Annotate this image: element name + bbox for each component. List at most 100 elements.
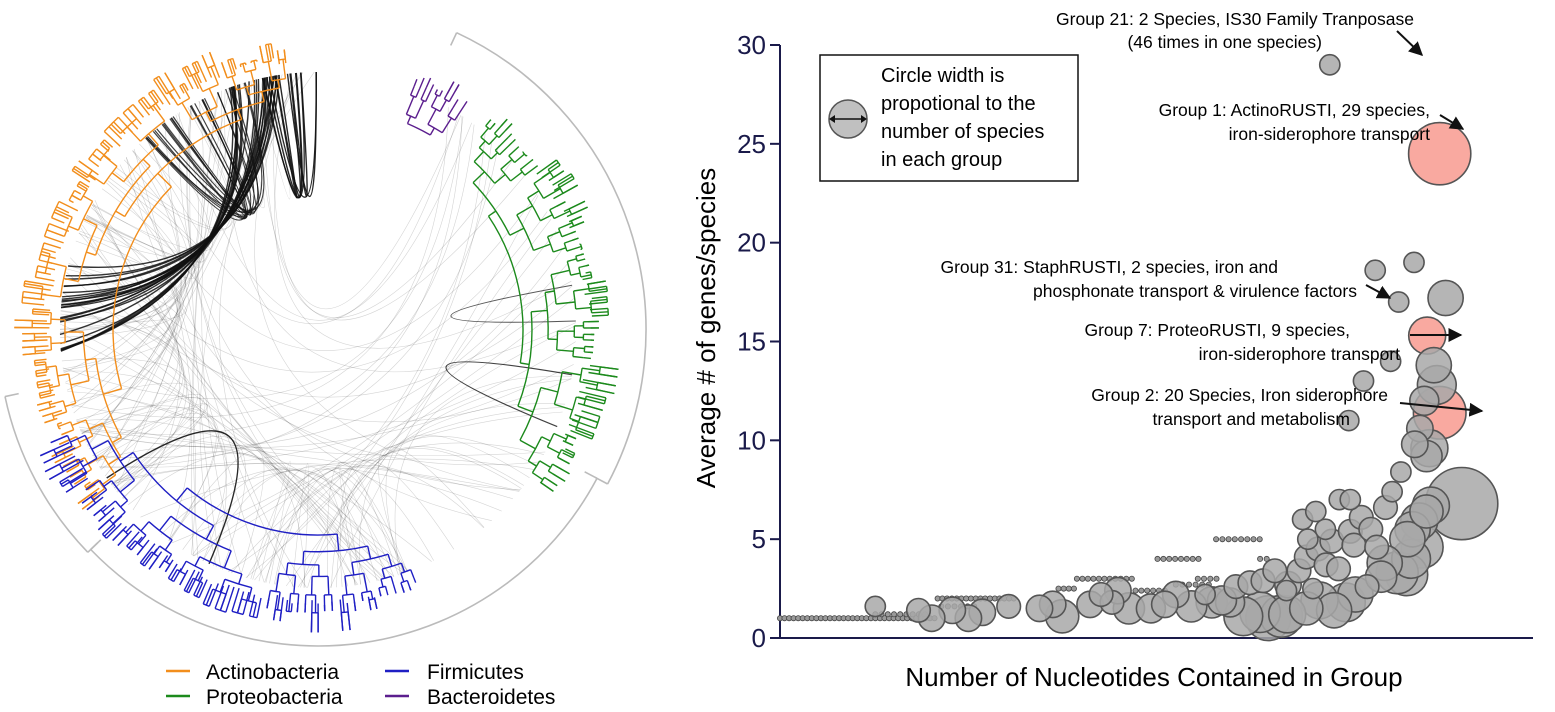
tree-leaf bbox=[68, 199, 74, 204]
tree-branch bbox=[35, 370, 38, 377]
tree-connection-arc bbox=[61, 303, 182, 459]
tree-branch bbox=[101, 141, 111, 149]
tree-branch bbox=[32, 310, 52, 314]
tree-leaf bbox=[57, 421, 63, 425]
tree-leaf bbox=[53, 211, 69, 220]
tree-leaf bbox=[81, 491, 98, 504]
tree-branch bbox=[63, 277, 79, 283]
tree-branch bbox=[363, 573, 368, 593]
data-point bbox=[1095, 575, 1102, 582]
tree-leaf bbox=[40, 253, 56, 260]
tree-branch bbox=[59, 481, 64, 487]
tree-leaf bbox=[188, 571, 200, 594]
tree-leaf bbox=[555, 465, 570, 475]
tree-branch bbox=[531, 309, 548, 313]
tree-leaf bbox=[51, 217, 65, 224]
tree-branch bbox=[485, 119, 492, 127]
tree-leaf bbox=[419, 77, 425, 89]
tree-branch bbox=[527, 197, 542, 222]
tree-branch bbox=[219, 579, 226, 593]
tree-connection-arc bbox=[329, 219, 552, 588]
tree-connection-arc bbox=[186, 105, 405, 574]
bubble-legend-arrowhead-right bbox=[861, 115, 867, 123]
tree-connection-arc bbox=[300, 378, 572, 588]
tree-leaf bbox=[556, 201, 566, 207]
tree-branch bbox=[569, 417, 579, 423]
tree-leaf bbox=[137, 100, 151, 116]
tree-branch bbox=[575, 429, 594, 438]
tree-connection-arc bbox=[378, 446, 485, 574]
tree-branch bbox=[82, 457, 98, 468]
tree-leaf bbox=[242, 591, 250, 615]
tree-branch bbox=[194, 556, 201, 567]
tree-leaf bbox=[581, 410, 601, 418]
tree-leaf bbox=[58, 200, 79, 212]
legend-item-firmicutes: Firmicutes bbox=[385, 661, 524, 684]
tree-leaf bbox=[214, 585, 225, 609]
tree-branch bbox=[120, 500, 129, 508]
tree-branch bbox=[23, 280, 26, 287]
tree-leaf bbox=[21, 302, 45, 306]
tree-leaf bbox=[65, 477, 89, 493]
tree-leaf bbox=[35, 363, 46, 367]
tree-branch bbox=[112, 186, 172, 389]
tree-connection-arc bbox=[178, 112, 492, 521]
tree-branch bbox=[185, 560, 204, 571]
tree-branch bbox=[293, 575, 297, 594]
tree-leaf bbox=[139, 543, 156, 564]
annotation-group-21-line-2: (46 times in one species) bbox=[1127, 32, 1322, 52]
tree-leaf bbox=[37, 384, 54, 389]
tree-leaf bbox=[459, 101, 468, 113]
tree-leaf bbox=[446, 81, 455, 95]
tree-leaf bbox=[40, 393, 56, 399]
tree-leaf bbox=[562, 440, 574, 446]
tree-leaf bbox=[219, 584, 230, 611]
tree-leaf bbox=[183, 569, 196, 591]
tree-leaf bbox=[97, 515, 115, 531]
tree-connection-arc bbox=[70, 257, 573, 398]
data-point bbox=[897, 611, 904, 618]
tree-branch bbox=[415, 88, 421, 98]
tree-branch bbox=[381, 568, 386, 579]
tree-branch bbox=[58, 421, 71, 428]
tree-branch bbox=[580, 274, 592, 278]
legend-label-actinobacteria: Actinobacteria bbox=[206, 661, 339, 684]
y-tick-label: 20 bbox=[737, 228, 766, 258]
tree-connection-arc bbox=[199, 71, 315, 568]
tree-branch bbox=[454, 111, 461, 121]
tree-branch bbox=[341, 611, 349, 614]
tree-connection-arc bbox=[297, 195, 539, 588]
data-bubble bbox=[1304, 500, 1327, 523]
tree-branch bbox=[205, 111, 212, 122]
tree-leaf bbox=[208, 583, 219, 607]
tree-connection-arc bbox=[264, 77, 513, 318]
tree-branch bbox=[598, 366, 601, 375]
tree-connection-arc bbox=[76, 405, 227, 562]
tree-branch bbox=[378, 585, 386, 589]
data-point bbox=[1070, 585, 1077, 592]
tree-branch bbox=[336, 534, 340, 551]
tree-bracket-tick bbox=[87, 541, 99, 553]
tree-branch bbox=[519, 387, 542, 441]
tree-legend: Actinobacteria Proteobacteria Firmicutes… bbox=[166, 661, 555, 709]
tree-leaf bbox=[279, 597, 284, 622]
tree-leaf bbox=[148, 551, 163, 570]
tree-branch bbox=[199, 556, 243, 575]
tree-branch bbox=[68, 225, 79, 231]
tree-branch bbox=[473, 161, 496, 184]
tree-branch bbox=[509, 227, 525, 236]
data-point bbox=[884, 611, 891, 618]
tree-leaf bbox=[270, 43, 275, 59]
tree-branch bbox=[527, 190, 540, 199]
tree-leaf bbox=[130, 536, 143, 551]
tree-leaf bbox=[565, 448, 576, 455]
highlighted-bubble bbox=[1407, 121, 1472, 186]
tree-leaf bbox=[548, 170, 565, 182]
tree-leaf bbox=[572, 237, 579, 241]
tree-branch bbox=[21, 291, 24, 303]
tree-leaf bbox=[117, 530, 133, 546]
tree-branch bbox=[148, 89, 154, 95]
tree-branch bbox=[89, 173, 105, 185]
data-point bbox=[1201, 575, 1208, 582]
